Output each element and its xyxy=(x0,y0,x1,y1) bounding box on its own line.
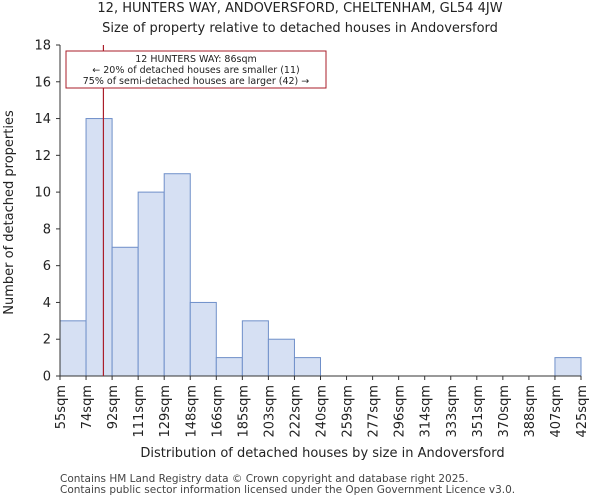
x-tick-label: 388sqm xyxy=(523,385,538,438)
bar-74sqm xyxy=(85,118,113,377)
axes-group: 0 2 4 6 8 10 12 14 16 18 55sqm 74sqm 92sqm 111sqm 129s… xyxy=(2,39,590,462)
bar-55sqm xyxy=(59,320,87,377)
footer-copyright: Contains HM Land Registry data © Crown c… xyxy=(60,473,469,485)
chart-subtitle: Size of property relative to detached ho… xyxy=(102,21,498,36)
x-tick-label: 351sqm xyxy=(471,385,486,438)
x-tick-label: 296sqm xyxy=(393,385,408,438)
annotation-layer: 12 HUNTERS WAY: 86sqm← 20% of detached h… xyxy=(65,50,327,89)
y-tick-label: 6 xyxy=(43,259,51,274)
x-tick-label: 259sqm xyxy=(341,385,356,438)
x-tick-label: 55sqm xyxy=(54,385,69,429)
x-tick-label: 74sqm xyxy=(80,385,95,429)
x-tick-label: 92sqm xyxy=(106,385,121,429)
bars-group xyxy=(59,118,582,377)
annotation-line-2: ← 20% of detached houses are smaller (11… xyxy=(92,65,299,76)
x-tick-label: 222sqm xyxy=(288,385,303,438)
x-tick-label: 166sqm xyxy=(210,385,225,438)
bar-148sqm xyxy=(189,301,217,377)
x-axis-title: Distribution of detached houses by size … xyxy=(140,446,504,461)
bar-203sqm xyxy=(267,338,295,377)
x-tick-label: 407sqm xyxy=(549,385,564,438)
y-tick-label: 10 xyxy=(34,186,51,201)
bar-111sqm xyxy=(137,191,165,377)
x-tick-label: 185sqm xyxy=(236,385,251,438)
x-tick-label: 148sqm xyxy=(184,385,199,438)
y-tick-label: 18 xyxy=(34,39,51,54)
bar-222sqm xyxy=(293,357,322,377)
y-tick-label: 16 xyxy=(34,75,51,90)
x-tick-label: 277sqm xyxy=(367,385,382,438)
bar-92sqm xyxy=(111,246,139,377)
x-tick-label: 203sqm xyxy=(262,385,277,438)
y-tick-label: 14 xyxy=(34,112,51,127)
y-tick-label: 8 xyxy=(43,222,51,237)
annotation-line-3: 75% of semi-detached houses are larger (… xyxy=(83,76,310,87)
x-tick-label: 129sqm xyxy=(158,385,173,438)
annotation-line-1: 12 HUNTERS WAY: 86sqm xyxy=(135,54,257,65)
x-tick-label: 425sqm xyxy=(575,385,590,438)
chart-title: 12, HUNTERS WAY, ANDOVERSFORD, CHELTENHA… xyxy=(97,1,503,16)
y-tick-label: 4 xyxy=(43,296,51,311)
x-tick-label: 111sqm xyxy=(132,385,147,438)
bar-166sqm xyxy=(215,357,243,377)
x-tick-label: 240sqm xyxy=(315,385,330,438)
bar-129sqm xyxy=(163,173,191,377)
y-tick-label: 2 xyxy=(43,333,51,348)
bar-407sqm xyxy=(554,357,582,377)
x-tick-label: 333sqm xyxy=(445,385,460,438)
histogram-chart: 0 2 4 6 8 10 12 14 16 18 55sqm 74sqm 92sqm 111sqm 129s… xyxy=(2,39,590,462)
bar-185sqm xyxy=(241,320,269,377)
x-tick-label: 314sqm xyxy=(419,385,434,438)
y-axis-title: Number of detached properties xyxy=(2,110,17,315)
y-tick-label: 0 xyxy=(43,370,51,385)
footer-licence: Contains public sector information licen… xyxy=(60,484,516,496)
annotation-box xyxy=(65,50,327,89)
y-tick-label: 12 xyxy=(34,149,51,164)
x-tick-label: 370sqm xyxy=(497,385,512,438)
